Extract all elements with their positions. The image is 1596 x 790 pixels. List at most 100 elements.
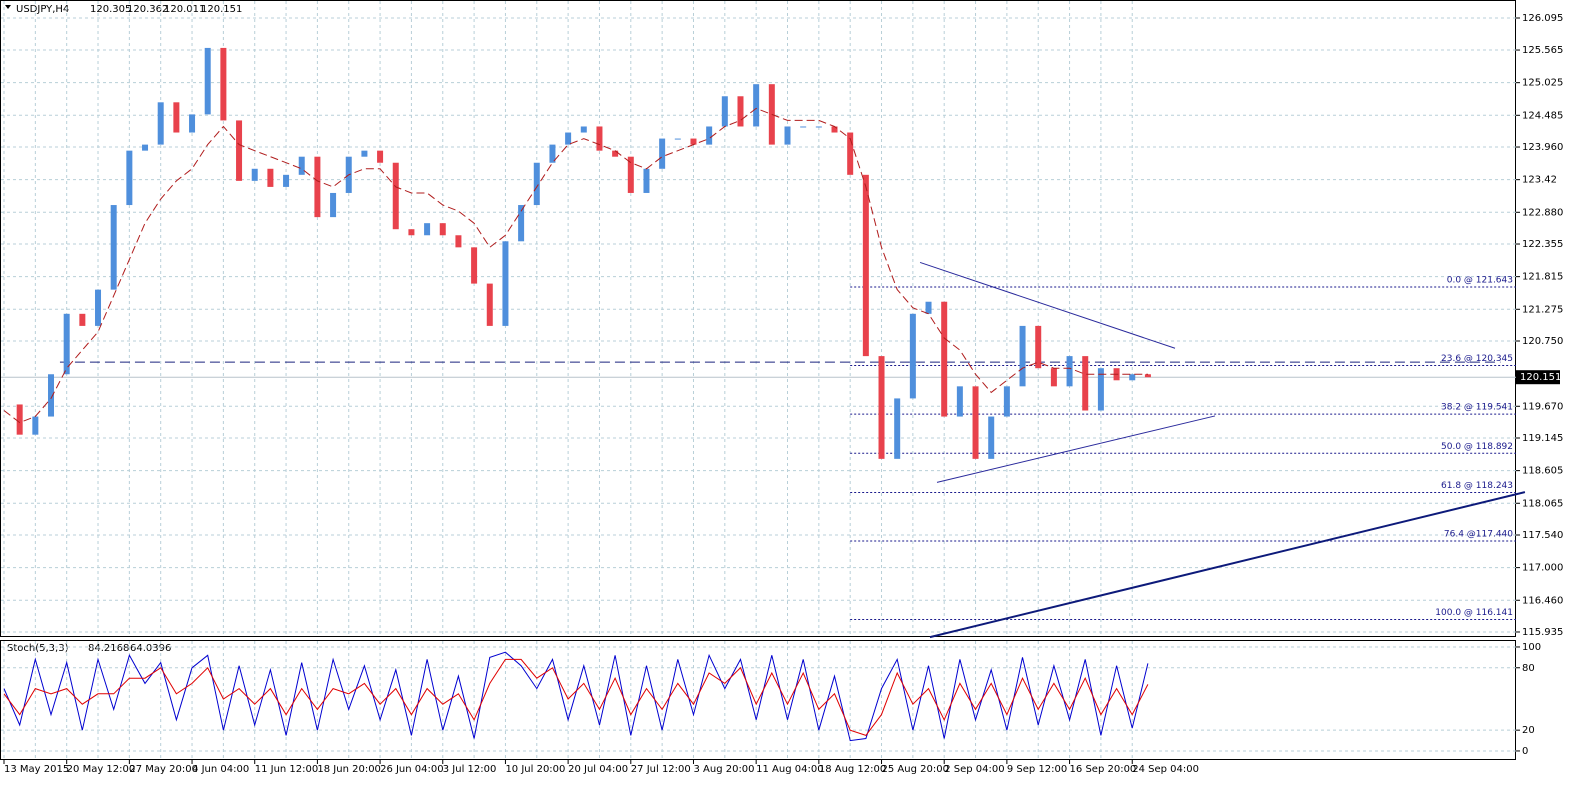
candle — [674, 138, 681, 140]
x-tick-label: 18 Jun 20:00 — [317, 764, 381, 775]
fib-label: 61.8 @ 118.243 — [1441, 481, 1513, 491]
x-tick-label: 27 Jul 12:00 — [631, 764, 691, 775]
candle — [471, 247, 478, 284]
y-tick-label: 122.355 — [1522, 239, 1563, 250]
y-tick-label: 119.670 — [1522, 401, 1563, 412]
candle — [956, 386, 963, 417]
candle — [878, 356, 885, 459]
x-tick-label: 26 Jun 04:00 — [380, 764, 444, 775]
candle — [251, 168, 258, 181]
y-tick-label: 118.605 — [1522, 466, 1563, 477]
candle — [706, 126, 713, 145]
candle — [486, 283, 493, 326]
y-tick-label: 117.540 — [1522, 530, 1563, 541]
candle — [361, 150, 368, 157]
y-tick-label: 20 — [1522, 725, 1535, 736]
candle — [392, 162, 399, 230]
x-tick-label: 20 May 12:00 — [67, 764, 136, 775]
candle — [32, 416, 39, 435]
stoch-title: Stoch(5,3,3) — [7, 643, 69, 654]
moving-average — [3, 107, 1148, 424]
candle — [659, 138, 666, 169]
candle — [925, 301, 932, 314]
candle — [79, 313, 86, 326]
x-tick-label: 25 Aug 20:00 — [882, 764, 949, 775]
candle — [126, 150, 133, 206]
candle — [408, 229, 415, 236]
candle — [377, 150, 384, 163]
candle — [518, 205, 525, 242]
candle — [721, 96, 728, 127]
candle — [580, 126, 587, 133]
candle — [298, 156, 305, 175]
fib: 0.0 @ 121.643 23.6 @ 120.345 38.2 @ 119.54… — [850, 276, 1516, 621]
candle — [862, 174, 869, 357]
trendline — [929, 491, 1526, 639]
fib-label: 50.0 @ 118.892 — [1441, 442, 1513, 452]
candle — [1066, 356, 1073, 387]
y-tick-label: 122.880 — [1522, 207, 1563, 218]
stoch-k-value: 84.2168 — [88, 643, 129, 654]
candle — [612, 150, 619, 157]
marks — [16, 47, 1151, 459]
candle — [1019, 325, 1026, 387]
x-tick-label: 11 Jun 12:00 — [255, 764, 319, 775]
y-tick-label: 120.750 — [1522, 336, 1563, 347]
x-tick-label: 9 Sep 12:00 — [1007, 764, 1067, 775]
candle — [502, 241, 509, 326]
y-tick-label: 123.960 — [1522, 142, 1563, 153]
candle — [63, 313, 70, 375]
candle — [1003, 386, 1010, 417]
stoch-d-value: 64.0396 — [130, 643, 171, 654]
x-tick-label: 20 Jul 04:00 — [568, 764, 628, 775]
lines — [1, 361, 1516, 378]
candle — [894, 398, 901, 459]
candle — [909, 313, 916, 399]
x-tick-label: 3 Jul 12:00 — [443, 764, 497, 775]
x-tick-label: 16 Sep 20:00 — [1070, 764, 1137, 775]
symbol: USDJPY,H4 — [16, 4, 69, 15]
candle — [988, 416, 995, 459]
candle — [847, 132, 854, 175]
candle — [16, 404, 23, 435]
candle — [941, 301, 948, 417]
fib-label: 0.0 @ 121.643 — [1447, 276, 1513, 286]
y-tick-label: 121.275 — [1522, 304, 1563, 315]
y-tick-label: 100 — [1522, 642, 1541, 653]
y-tick-label: 117.000 — [1522, 563, 1563, 574]
candle — [596, 126, 603, 151]
candle — [455, 235, 462, 248]
candle — [283, 174, 290, 187]
x-tick-label: 10 Jul 20:00 — [505, 764, 565, 775]
candle — [48, 374, 55, 417]
y-tick-label: 125.025 — [1522, 78, 1563, 89]
candle — [565, 132, 572, 145]
candle — [643, 168, 650, 193]
candle — [157, 102, 164, 145]
menu-arrow — [5, 5, 11, 9]
candle — [831, 126, 838, 133]
y-tick-label: 126.095 — [1522, 13, 1563, 24]
stoch-line — [3, 651, 1149, 742]
last-price-box — [1516, 370, 1560, 385]
y-tick-label: 119.145 — [1522, 433, 1563, 444]
y-tick-label: 124.485 — [1522, 110, 1563, 121]
candle — [1097, 368, 1104, 411]
candle — [330, 192, 337, 218]
x-tick-label: 4 Jun 04:00 — [192, 764, 249, 775]
candle — [424, 223, 431, 236]
candle — [815, 126, 822, 128]
trendline — [936, 415, 1216, 483]
x-tick-label: 3 Aug 20:00 — [693, 764, 754, 775]
y-tick-label: 80 — [1522, 663, 1535, 674]
candle — [173, 102, 180, 133]
overlay — [3, 107, 1526, 742]
x-tick-label: 13 May 2015 — [4, 764, 69, 775]
last-price-label: 120.151 — [1520, 372, 1561, 383]
y-tick-label: 125.565 — [1522, 45, 1563, 56]
candle — [1129, 374, 1136, 381]
candle — [972, 386, 979, 459]
y-tick-label: 0 — [1522, 746, 1528, 757]
